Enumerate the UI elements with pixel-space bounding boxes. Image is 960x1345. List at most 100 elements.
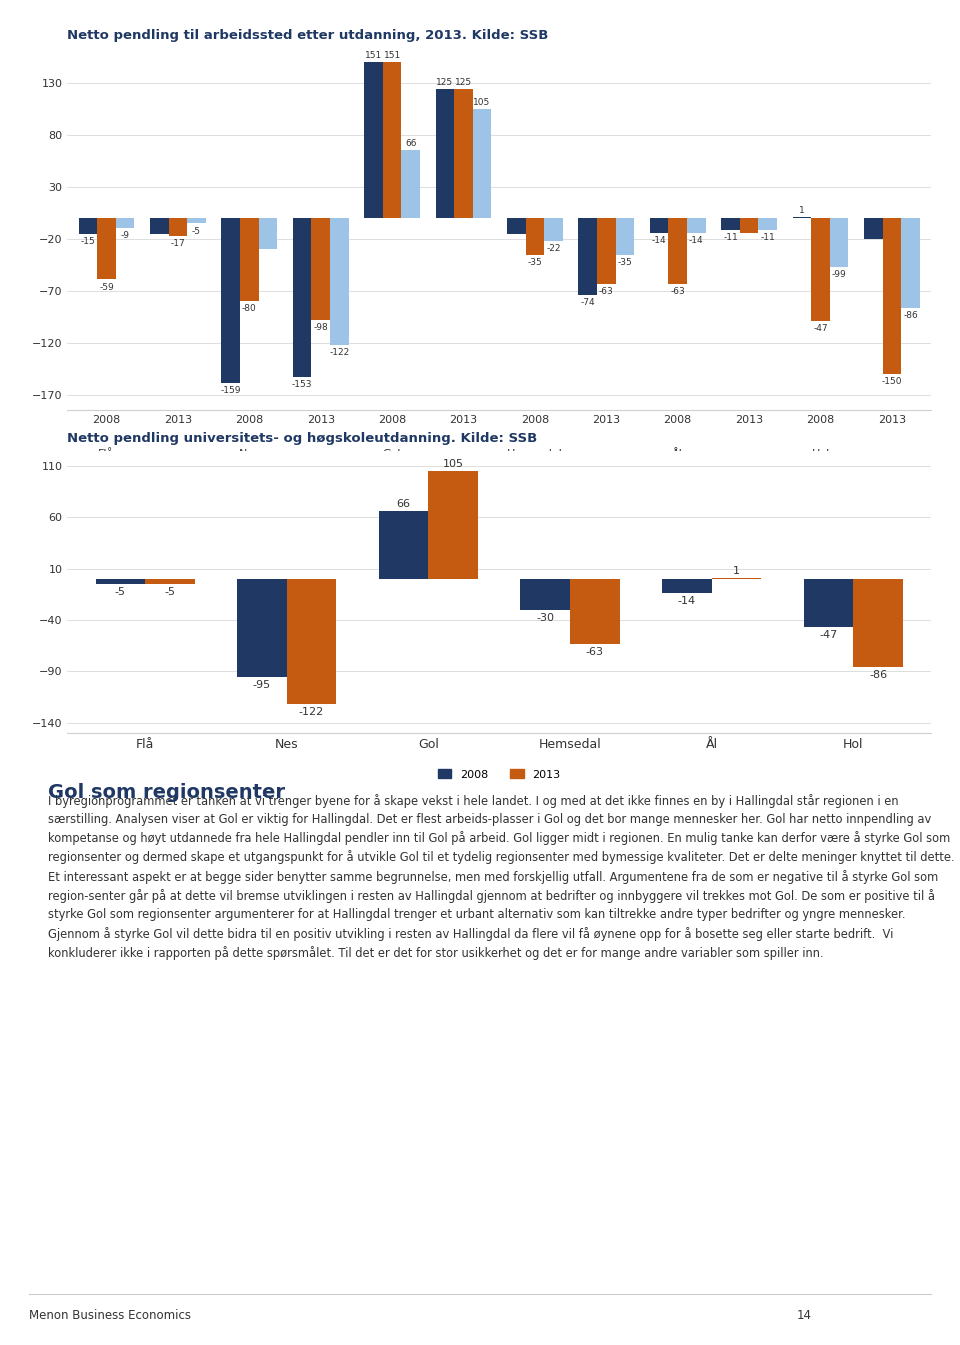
Bar [169, 218, 187, 235]
Text: Ål: Ål [672, 449, 684, 459]
Text: 14: 14 [796, 1309, 811, 1322]
Text: -35: -35 [617, 258, 633, 266]
Bar [454, 89, 472, 218]
Text: Netto pendling til arbeidssted etter utdanning, 2013. Kilde: SSB: Netto pendling til arbeidssted etter utd… [67, 28, 548, 42]
Bar [330, 218, 348, 344]
Text: -86: -86 [869, 670, 887, 681]
Bar [287, 578, 336, 705]
Bar [804, 578, 853, 627]
Text: 1: 1 [732, 566, 740, 576]
Text: -150: -150 [881, 377, 902, 386]
Bar [570, 578, 619, 644]
Text: RAPPORT: RAPPORT [846, 1310, 907, 1323]
Text: -74: -74 [581, 299, 595, 307]
Bar [222, 218, 240, 383]
Bar [829, 218, 849, 268]
Text: -5: -5 [115, 588, 126, 597]
Bar [472, 109, 492, 218]
Text: -122: -122 [329, 348, 349, 356]
Bar [436, 89, 454, 218]
Bar [615, 218, 635, 254]
Bar [311, 218, 330, 320]
Text: -95: -95 [252, 679, 271, 690]
Text: -30: -30 [537, 613, 554, 623]
Bar [650, 218, 668, 233]
Text: Hemsedal: Hemsedal [507, 449, 563, 459]
Text: -99: -99 [831, 270, 847, 280]
Text: -63: -63 [670, 286, 685, 296]
Text: -5: -5 [164, 588, 176, 597]
Bar [901, 218, 920, 308]
Text: 125: 125 [455, 78, 472, 86]
Text: -80: -80 [242, 304, 256, 313]
Text: Flå: Flå [98, 449, 114, 459]
Text: Gol som regionsenter: Gol som regionsenter [48, 783, 285, 802]
Bar [383, 62, 401, 218]
Text: -17: -17 [171, 239, 185, 247]
Bar [579, 218, 597, 295]
Bar [520, 578, 570, 609]
Text: 1: 1 [799, 206, 804, 215]
Bar [237, 578, 287, 677]
Text: -11: -11 [723, 233, 738, 242]
Text: -14: -14 [678, 596, 696, 607]
Legend: 2008, 2013: 2008, 2013 [433, 764, 565, 784]
Bar [428, 471, 478, 578]
Text: -153: -153 [292, 381, 312, 389]
Bar [258, 218, 277, 249]
Text: Nes: Nes [239, 449, 260, 459]
Text: -63: -63 [586, 647, 604, 656]
Bar [240, 218, 258, 301]
Text: -86: -86 [903, 311, 918, 320]
Bar [150, 218, 169, 234]
Bar [507, 218, 526, 234]
Text: -47: -47 [820, 631, 838, 640]
Bar [379, 511, 428, 578]
Text: 105: 105 [473, 98, 491, 108]
Text: 151: 151 [383, 51, 400, 59]
Bar [740, 218, 758, 233]
Bar [293, 218, 311, 377]
Bar [882, 218, 901, 374]
Text: -5: -5 [192, 226, 201, 235]
Bar [116, 218, 134, 227]
Text: -14: -14 [689, 235, 704, 245]
Text: 125: 125 [437, 78, 453, 86]
Bar [187, 218, 205, 223]
Text: Hol: Hol [811, 449, 829, 459]
Text: Menon Business Economics: Menon Business Economics [29, 1309, 191, 1322]
Bar [864, 218, 882, 239]
Bar [758, 218, 777, 230]
Bar [97, 218, 116, 280]
Text: 66: 66 [396, 499, 411, 510]
Bar [79, 218, 97, 234]
Text: Gol: Gol [383, 449, 401, 459]
Text: -14: -14 [652, 235, 666, 245]
Text: -59: -59 [99, 282, 114, 292]
Text: -98: -98 [313, 323, 328, 332]
Bar [96, 578, 145, 584]
Text: I byregionprogrammet er tanken at vi trenger byene for å skape vekst i hele land: I byregionprogrammet er tanken at vi tre… [48, 794, 954, 960]
Text: -122: -122 [299, 707, 324, 717]
Text: -15: -15 [81, 237, 95, 246]
Text: 66: 66 [405, 139, 417, 148]
Bar [687, 218, 706, 233]
Bar [721, 218, 740, 230]
Bar [662, 578, 711, 593]
Bar [364, 62, 383, 218]
Bar [544, 218, 563, 241]
Bar [668, 218, 687, 284]
Text: -63: -63 [599, 286, 613, 296]
Bar [811, 218, 829, 321]
Bar [145, 578, 195, 584]
Bar [853, 578, 902, 667]
Bar [526, 218, 544, 254]
Text: Netto pendling universitets- og høgskoleutdanning. Kilde: SSB: Netto pendling universitets- og høgskole… [67, 432, 538, 445]
Bar [597, 218, 615, 284]
Text: -11: -11 [760, 233, 775, 242]
Text: -159: -159 [221, 386, 241, 395]
Text: -9: -9 [121, 231, 130, 239]
Text: -22: -22 [546, 245, 561, 253]
Text: 105: 105 [443, 459, 464, 469]
Bar [401, 149, 420, 218]
